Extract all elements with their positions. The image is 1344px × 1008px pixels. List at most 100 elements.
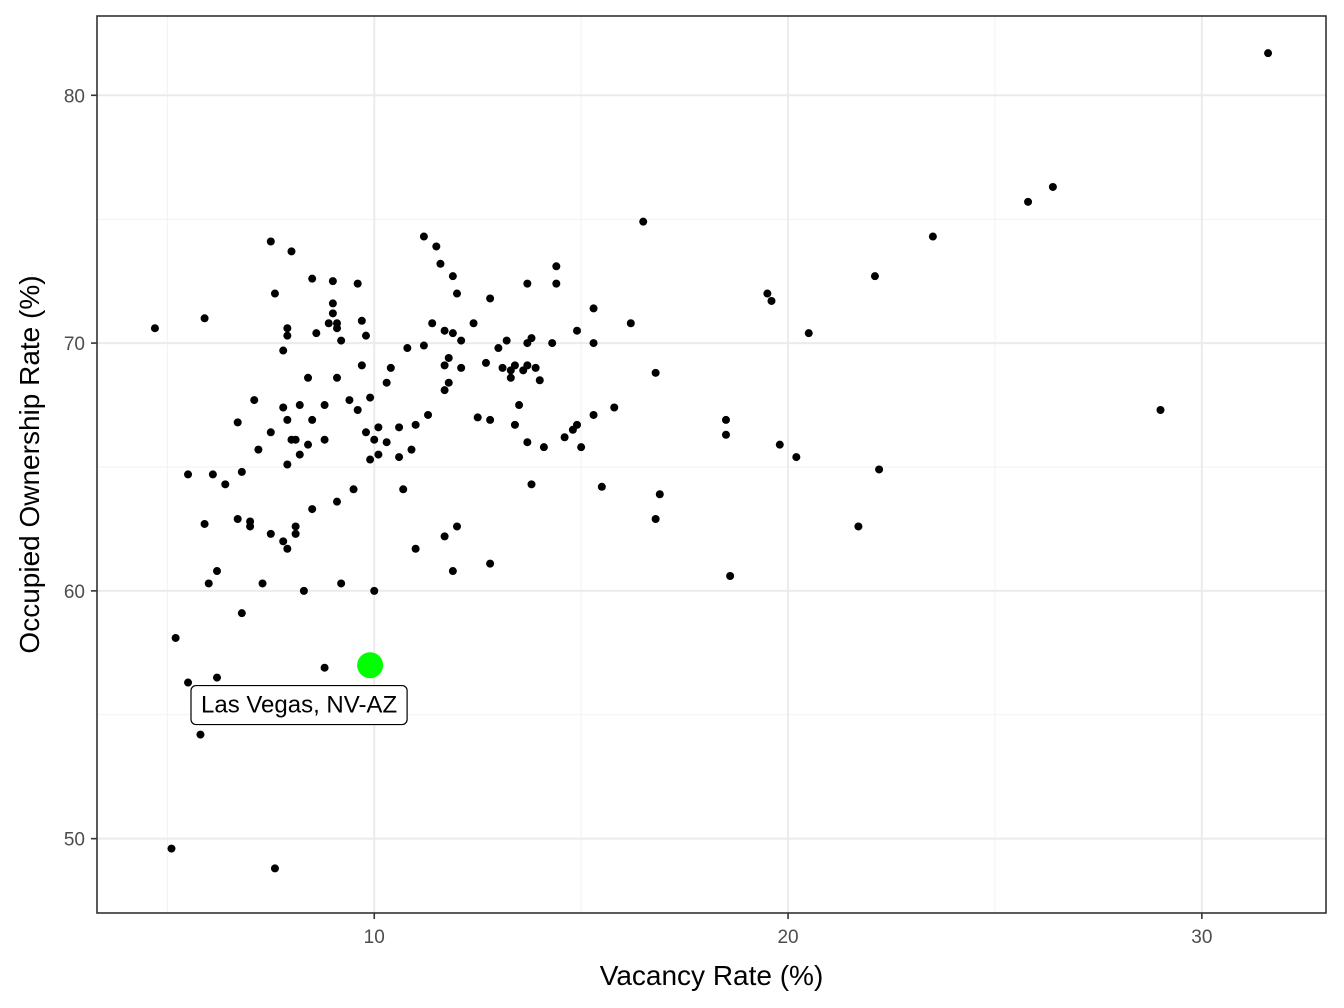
data-point <box>432 242 441 251</box>
data-point <box>419 341 428 350</box>
data-point <box>320 435 329 444</box>
data-point <box>792 453 801 462</box>
data-point <box>531 363 540 372</box>
data-point <box>291 529 300 538</box>
data-point <box>167 844 176 853</box>
data-point <box>246 517 255 526</box>
data-point <box>424 410 433 419</box>
data-point <box>258 579 267 588</box>
data-point <box>486 294 495 303</box>
data-point <box>552 262 561 271</box>
data-point <box>403 344 412 353</box>
data-point <box>283 324 292 333</box>
data-point <box>357 316 366 325</box>
data-point <box>721 430 730 439</box>
data-point <box>486 559 495 568</box>
data-point <box>184 470 193 479</box>
data-point <box>328 299 337 308</box>
data-point <box>775 440 784 449</box>
data-point <box>196 730 205 739</box>
data-point <box>440 361 449 370</box>
data-point <box>279 537 288 546</box>
data-point <box>589 339 598 348</box>
x-tick-label: 20 <box>777 927 798 948</box>
data-point <box>411 544 420 553</box>
data-point <box>171 633 180 642</box>
data-point <box>457 336 466 345</box>
data-point <box>366 393 375 402</box>
data-point <box>473 413 482 422</box>
data-point <box>320 663 329 672</box>
data-point <box>233 515 242 524</box>
data-point <box>283 544 292 553</box>
data-point <box>481 358 490 367</box>
data-point <box>457 363 466 372</box>
data-point <box>337 336 346 345</box>
data-point <box>353 279 362 288</box>
data-point <box>804 329 813 338</box>
data-point <box>589 304 598 313</box>
data-point <box>610 403 619 412</box>
data-point <box>523 361 532 370</box>
data-point <box>651 515 660 524</box>
data-point <box>382 438 391 447</box>
data-point <box>444 353 453 362</box>
plot-panel-border <box>96 15 1327 914</box>
data-point <box>498 363 507 372</box>
data-point <box>515 401 524 410</box>
data-point <box>204 579 213 588</box>
data-point <box>510 420 519 429</box>
data-point <box>304 373 313 382</box>
data-point <box>399 485 408 494</box>
y-tick-label: 80 <box>64 86 85 107</box>
data-point <box>361 428 370 437</box>
data-point <box>213 567 222 576</box>
data-point <box>854 522 863 531</box>
data-point <box>374 423 383 432</box>
data-point <box>299 586 308 595</box>
x-axis-title: Vacancy Rate (%) <box>600 960 824 991</box>
data-point <box>448 567 457 576</box>
y-tick-label: 60 <box>64 582 85 603</box>
data-point <box>324 319 333 328</box>
data-point <box>448 272 457 281</box>
data-point <box>527 334 536 343</box>
data-point <box>370 435 379 444</box>
data-point <box>283 331 292 340</box>
data-point <box>486 415 495 424</box>
highlight-point <box>357 652 384 679</box>
data-point <box>407 445 416 454</box>
data-point <box>353 405 362 414</box>
data-point <box>320 401 329 410</box>
data-point <box>453 289 462 298</box>
data-point <box>374 450 383 459</box>
data-point <box>287 247 296 256</box>
data-point <box>436 259 445 268</box>
data-point <box>502 336 511 345</box>
data-point <box>295 401 304 410</box>
data-point <box>208 470 217 479</box>
data-point <box>560 433 569 442</box>
data-point <box>361 331 370 340</box>
data-point <box>1024 197 1033 206</box>
data-point <box>279 346 288 355</box>
data-point <box>428 319 437 328</box>
data-point <box>395 423 404 432</box>
x-tick-label: 10 <box>364 927 385 948</box>
data-point <box>589 410 598 419</box>
data-point <box>626 319 635 328</box>
data-point <box>386 363 395 372</box>
data-point <box>308 274 317 283</box>
data-points <box>150 49 1273 873</box>
callout-box <box>190 684 408 726</box>
axes: 10 20 30 50 60 70 80 <box>64 86 1213 948</box>
data-point <box>1264 49 1273 58</box>
data-point <box>411 420 420 429</box>
y-tick-label: 50 <box>64 830 85 851</box>
data-point <box>291 522 300 531</box>
data-point <box>539 443 548 452</box>
callout-label: Las Vegas, NV-AZ <box>201 692 397 719</box>
data-point <box>577 443 586 452</box>
data-point <box>312 329 321 338</box>
